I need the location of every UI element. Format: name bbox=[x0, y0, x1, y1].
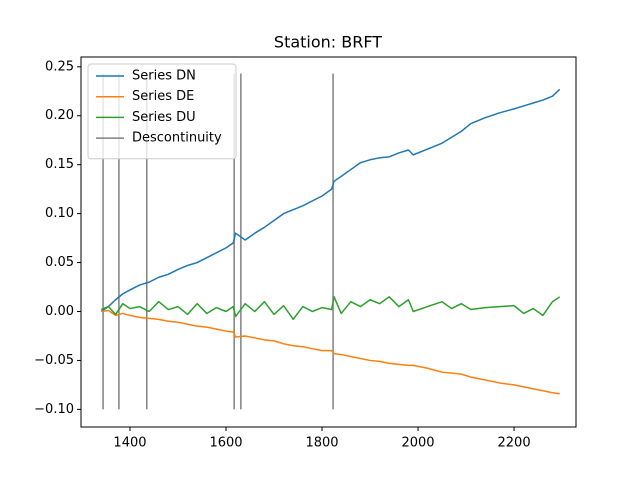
chart-title: Station: BRFT bbox=[274, 33, 382, 52]
y-tick-label: 0.20 bbox=[45, 108, 74, 123]
y-tick-label: 0.10 bbox=[45, 206, 74, 221]
series-line bbox=[101, 309, 560, 395]
y-tick-label: 0.15 bbox=[45, 157, 74, 172]
y-tick-label: 0.25 bbox=[45, 59, 74, 74]
y-tick-label: −0.05 bbox=[34, 353, 74, 368]
x-tick-label: 1800 bbox=[305, 436, 338, 451]
x-tick-label: 2200 bbox=[498, 436, 531, 451]
x-tick-label: 1400 bbox=[113, 436, 146, 451]
y-tick-label: 0.05 bbox=[45, 255, 74, 270]
x-tick-label: 2000 bbox=[401, 436, 434, 451]
y-tick-label: −0.10 bbox=[34, 402, 74, 417]
plot-frame bbox=[80, 56, 577, 428]
y-tick-label: 0.00 bbox=[45, 304, 74, 319]
legend-label: Series DU bbox=[132, 110, 196, 125]
series-line bbox=[100, 88, 561, 313]
x-tick-label: 1600 bbox=[209, 436, 242, 451]
legend-label: Series DE bbox=[132, 89, 194, 104]
legend-label: Series DN bbox=[132, 69, 196, 84]
legend-label: Descontinuity bbox=[132, 131, 222, 146]
legend-box bbox=[87, 63, 237, 160]
series-line bbox=[100, 296, 561, 321]
